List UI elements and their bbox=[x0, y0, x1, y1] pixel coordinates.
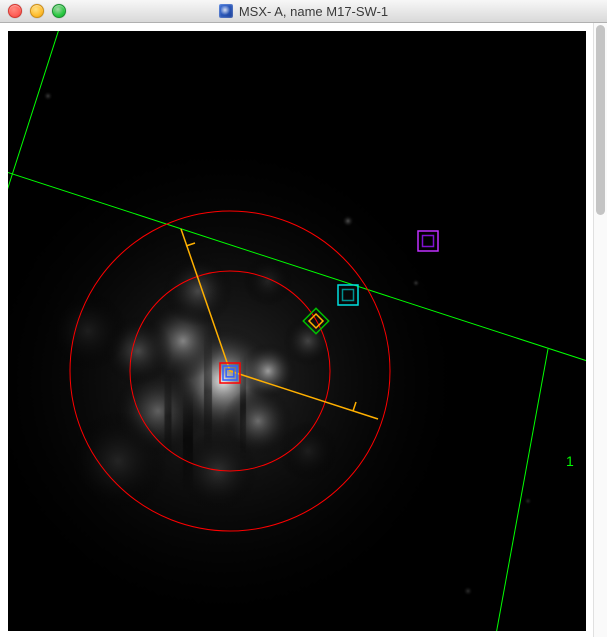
content-area: 1 bbox=[0, 23, 607, 637]
vertical-scrollbar[interactable] bbox=[593, 23, 607, 637]
window-title: MSX- A, name M17-SW-1 bbox=[239, 4, 388, 19]
close-icon[interactable] bbox=[8, 4, 22, 18]
zoom-icon[interactable] bbox=[52, 4, 66, 18]
title-area: MSX- A, name M17-SW-1 bbox=[0, 0, 607, 22]
scrollbar-thumb[interactable] bbox=[596, 25, 605, 215]
minimize-icon[interactable] bbox=[30, 4, 44, 18]
app-window: MSX- A, name M17-SW-1 1 bbox=[0, 0, 607, 637]
titlebar[interactable]: MSX- A, name M17-SW-1 bbox=[0, 0, 607, 23]
window-controls bbox=[0, 4, 66, 18]
overlay-layer bbox=[8, 31, 586, 631]
region-label-1: 1 bbox=[566, 453, 574, 469]
app-icon bbox=[219, 4, 233, 18]
image-viewer[interactable]: 1 bbox=[8, 31, 586, 631]
